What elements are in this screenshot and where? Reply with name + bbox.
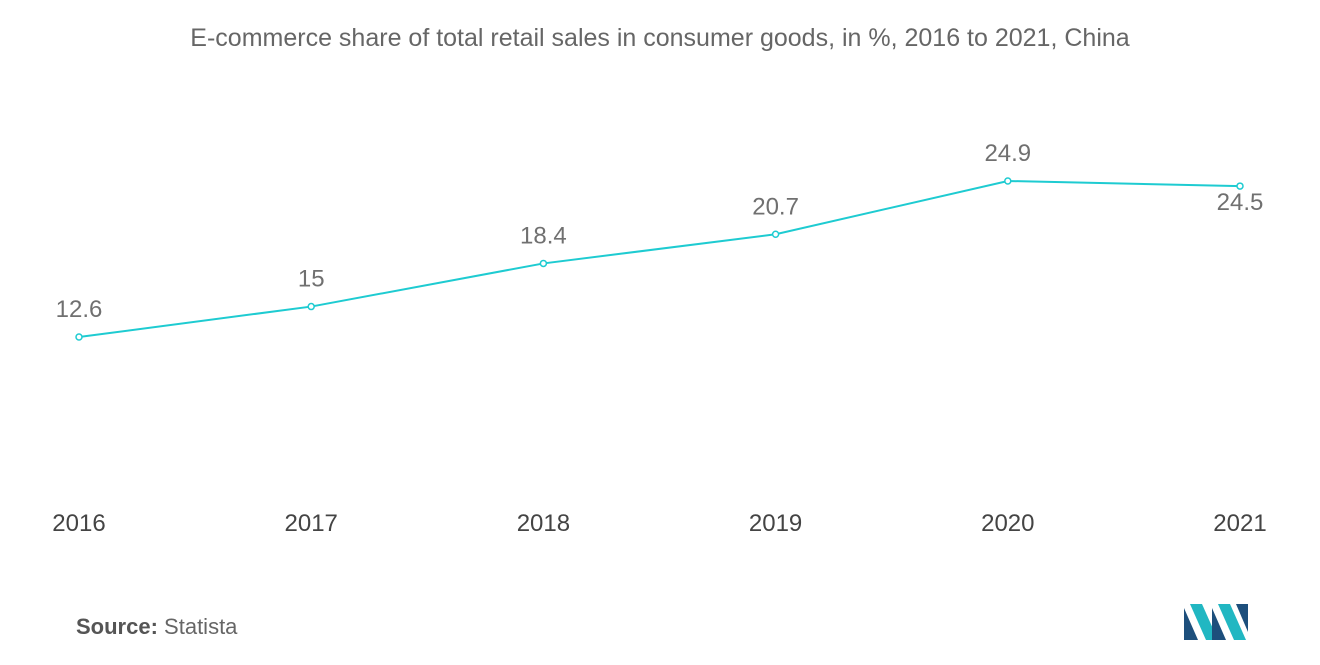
data-label: 24.9 [984,140,1031,167]
data-point [1236,182,1244,190]
data-point [539,259,548,268]
series-line [78,179,1241,338]
chart-title: E-commerce share of total retail sales i… [190,24,1130,52]
source-label: Source: [76,614,158,639]
data-point [771,230,780,239]
x-tick-label: 2019 [749,510,802,537]
source-value: Statista [164,614,238,639]
x-tick-label: 2018 [517,510,570,537]
data-label: 20.7 [752,193,799,220]
x-tick-label: 2016 [52,510,105,537]
source-note: Source: Statista [76,614,237,640]
mordor-intelligence-logo-icon [1184,604,1248,640]
data-label: 12.6 [56,296,103,323]
x-tick-label: 2021 [1213,510,1266,537]
data-label: 24.5 [1217,189,1264,216]
x-tick-label: 2017 [285,510,338,537]
series-group [75,177,1244,341]
x-tick-label: 2020 [981,510,1034,537]
data-point [307,302,315,311]
data-label: 15 [298,266,325,293]
data-label: 18.4 [520,222,567,249]
x-axis-ticks: 2016 2017 2018 2019 2020 2021 [52,510,1266,537]
data-labels-group: 12.6 15 18.4 20.7 24.9 24.5 [56,140,1264,323]
data-point [75,333,83,341]
data-point [1004,177,1012,185]
